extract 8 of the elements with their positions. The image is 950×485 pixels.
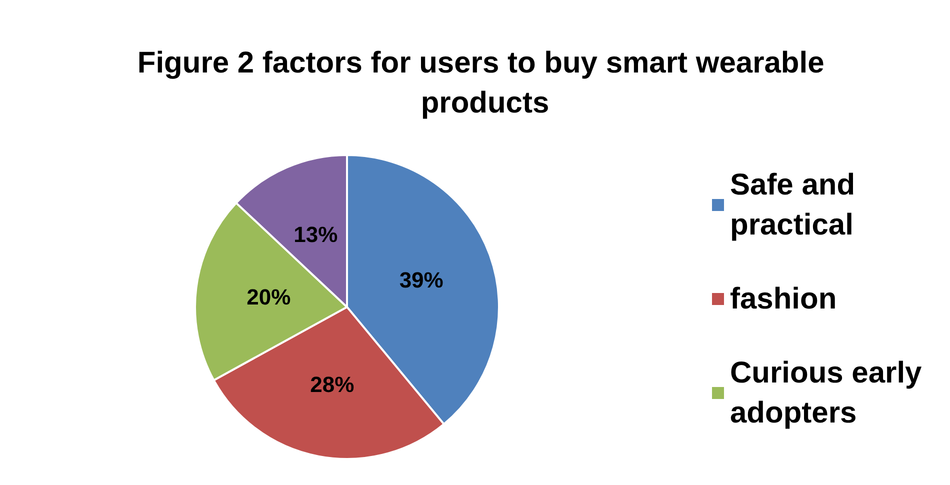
chart-title: Figure 2 factors for users to buy smart wearable products [137,46,833,120]
legend-label: fashion [730,282,837,316]
data-label: 39% [399,268,444,293]
legend-label: Safe and practical [730,168,864,242]
legend-label: Curious early adopters [730,356,930,430]
data-label: 13% [294,222,338,247]
data-label: 20% [246,284,291,310]
data-label: 28% [310,372,354,398]
